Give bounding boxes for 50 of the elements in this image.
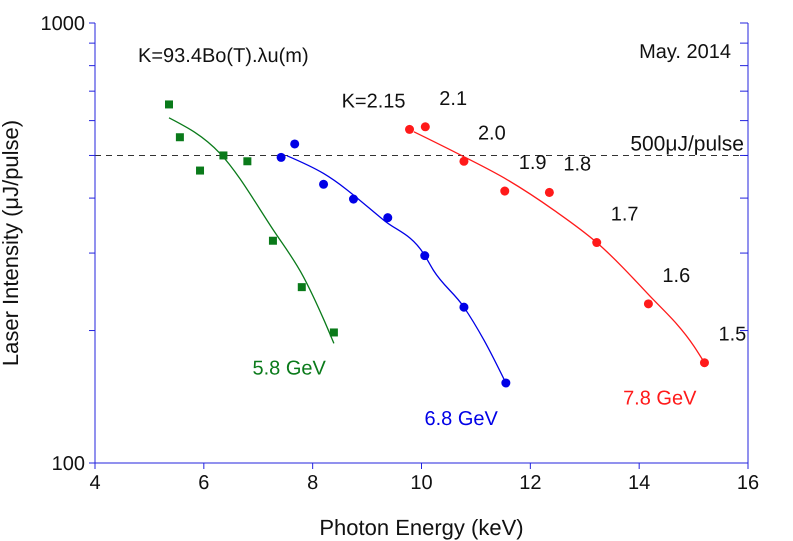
- point: [420, 251, 430, 260]
- y-tick-label: 100: [52, 453, 85, 476]
- point: [243, 157, 252, 166]
- x-axis-title: Photon Energy (keV): [319, 515, 524, 540]
- ref-line-label: 500μJ/pulse: [630, 132, 744, 156]
- point: [544, 188, 554, 197]
- point: [276, 152, 286, 162]
- point: [319, 180, 328, 189]
- annotation: 1.6: [662, 264, 690, 287]
- point: [459, 302, 468, 312]
- point: [459, 156, 468, 166]
- y-axis-title: Laser Intensity (μJ/pulse): [0, 120, 23, 366]
- annotation: 1.8: [563, 153, 592, 176]
- point: [700, 358, 709, 368]
- point: [592, 238, 602, 248]
- point: [196, 166, 204, 175]
- annotation: 1.5: [718, 324, 746, 346]
- point: [268, 236, 277, 245]
- x-tick-label: 16: [736, 472, 760, 494]
- annotation: 2.1: [439, 88, 468, 110]
- point: [405, 124, 414, 134]
- point: [290, 139, 300, 148]
- point: [330, 328, 338, 336]
- annotation: 1.9: [518, 152, 547, 174]
- y-tick-label: 1000: [40, 13, 85, 36]
- point: [298, 283, 306, 292]
- point: [500, 186, 510, 196]
- point: [348, 194, 358, 204]
- series-label: 6.8 GeV: [424, 408, 498, 430]
- x-tick-label: 4: [89, 472, 101, 494]
- annotation: K=93.4Bo(T).λu(m): [138, 45, 309, 67]
- line-series: [168, 117, 335, 344]
- annotation: K=2.15: [342, 90, 406, 112]
- point: [176, 133, 184, 142]
- point: [501, 378, 510, 388]
- x-tick-label: 6: [198, 472, 210, 494]
- series-label: 5.8 GeV: [252, 357, 327, 380]
- x-tick-label: 8: [307, 472, 318, 494]
- annotation: 2.0: [478, 122, 506, 144]
- series-label: 7.8 GeV: [623, 388, 698, 410]
- point: [219, 151, 228, 160]
- point: [383, 213, 392, 222]
- point: [165, 100, 174, 108]
- point: [420, 122, 430, 132]
- point: [644, 299, 653, 308]
- x-tick-label: 12: [519, 472, 542, 494]
- x-tick-label: 10: [410, 472, 433, 494]
- annotation: 1.7: [610, 204, 639, 226]
- x-tick-label: 14: [628, 472, 650, 494]
- annotation: May. 2014: [639, 41, 731, 63]
